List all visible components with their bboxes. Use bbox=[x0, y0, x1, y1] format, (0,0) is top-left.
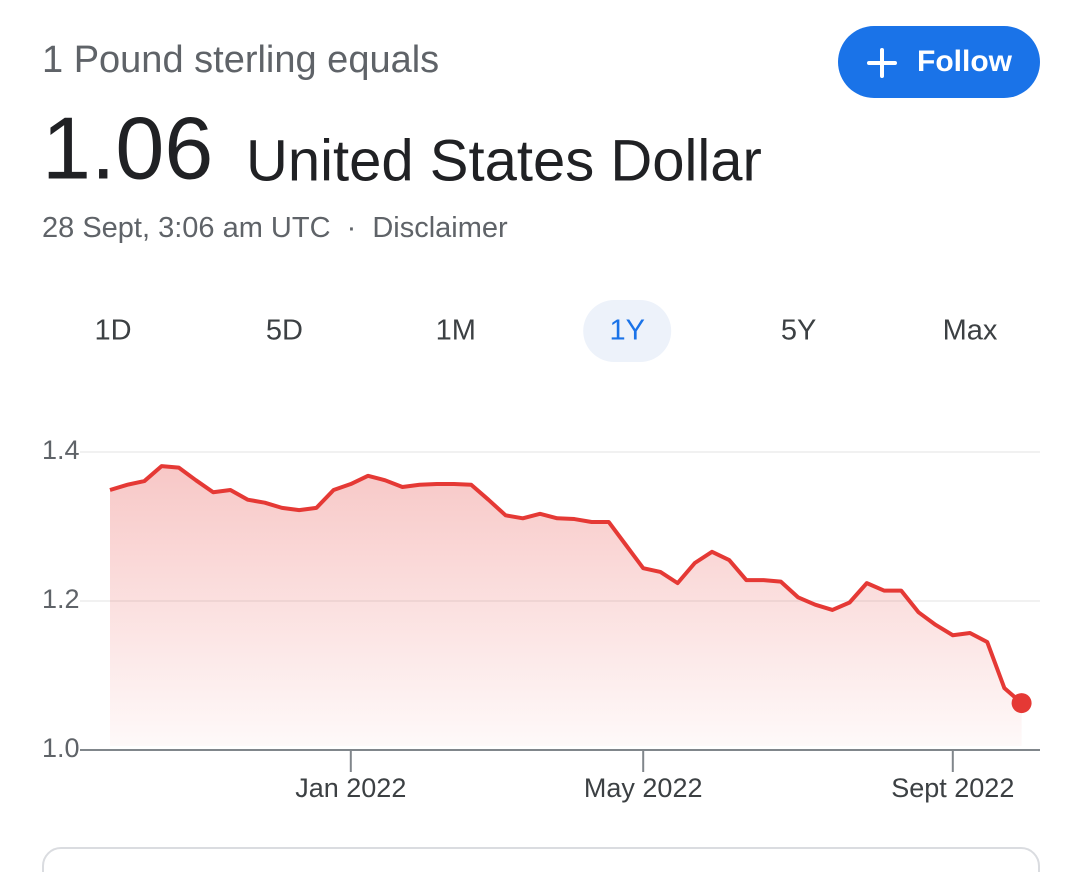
timestamp: 28 Sept, 3:06 am UTC · Disclaimer bbox=[42, 212, 508, 244]
currency: United States Dollar bbox=[246, 128, 762, 193]
y-tick-label: 1.0 bbox=[42, 733, 80, 763]
follow-button-bg[interactable] bbox=[838, 26, 1040, 98]
range-tabs: 1D 5D 1M 1Y 5Y Max bbox=[94, 300, 998, 362]
y-tick-label: 1.2 bbox=[42, 584, 80, 614]
area bbox=[110, 466, 1022, 746]
last-point bbox=[1011, 693, 1032, 714]
timestamp-text: 28 Sept, 3:06 am UTC bbox=[42, 212, 331, 244]
next-card bbox=[42, 847, 1040, 872]
subtitle: 1 Pound sterling equals bbox=[42, 39, 439, 81]
amount: 1.06 bbox=[42, 98, 213, 197]
disclaimer-link[interactable]: Disclaimer bbox=[372, 212, 508, 244]
x-tick-label: Jan 2022 bbox=[295, 773, 406, 803]
range-tab[interactable]: 1D bbox=[94, 315, 131, 347]
x-tick-label: May 2022 bbox=[584, 773, 703, 803]
chart: 1.0 1.2 1.4 Jan 2022 May 2022 Sept 2022 bbox=[42, 435, 1040, 803]
follow-button[interactable]: Follow bbox=[838, 26, 1040, 98]
selected-tab-bg[interactable] bbox=[583, 300, 672, 362]
separator: · bbox=[347, 212, 357, 244]
range-tab[interactable]: 5Y bbox=[781, 315, 816, 347]
range-tab[interactable]: Max bbox=[943, 315, 998, 347]
range-tab[interactable]: 1Y bbox=[609, 315, 644, 347]
line bbox=[109, 464, 1023, 705]
range-tab[interactable]: 1M bbox=[436, 315, 476, 347]
follow-label[interactable]: Follow bbox=[917, 45, 1013, 78]
y-tick-label: 1.4 bbox=[42, 435, 80, 465]
x-tick-label: Sept 2022 bbox=[891, 773, 1014, 803]
plus-icon[interactable] bbox=[867, 48, 897, 78]
range-tab[interactable]: 5D bbox=[266, 315, 303, 347]
